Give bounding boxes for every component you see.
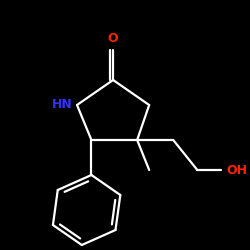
Text: OH: OH (226, 164, 247, 176)
Text: HN: HN (52, 98, 72, 112)
Text: O: O (108, 32, 118, 45)
